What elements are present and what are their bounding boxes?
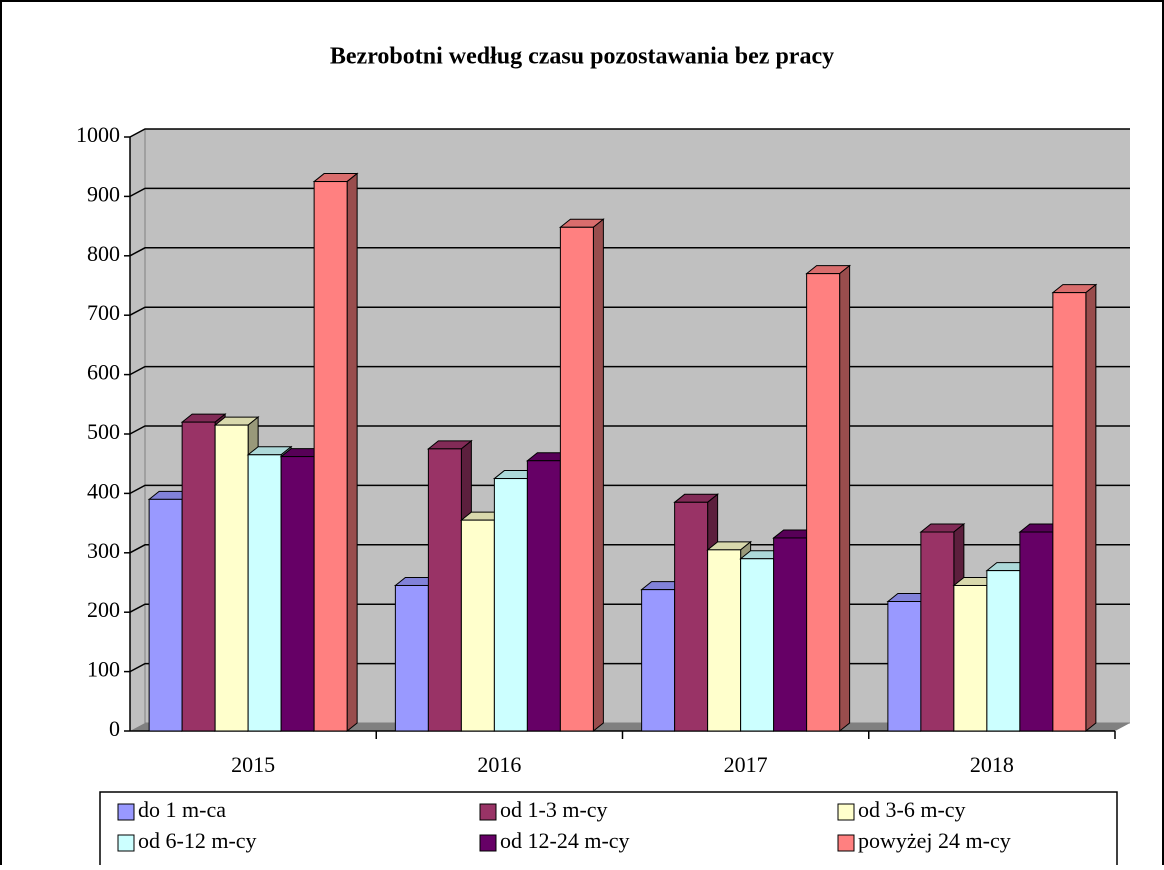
bar: [1052, 292, 1087, 732]
y-tick-label: 500: [87, 419, 120, 444]
bar: [641, 589, 676, 732]
bar-side: [592, 218, 604, 733]
y-tick-label: 0: [109, 716, 120, 741]
legend-label: od 12-24 m-cy: [500, 828, 630, 853]
bar: [920, 531, 955, 732]
legend-label: do 1 m-ca: [138, 797, 226, 822]
bar: [674, 501, 709, 732]
y-tick-label: 1000: [76, 122, 120, 147]
legend-label: od 6-12 m-cy: [138, 828, 257, 853]
bar: [493, 478, 528, 732]
bar: [427, 448, 462, 732]
bar: [740, 558, 775, 732]
legend-swatch: [837, 834, 855, 852]
bar-side: [839, 264, 851, 733]
y-tick-label: 600: [87, 360, 120, 385]
x-tick-label: 2016: [477, 752, 521, 777]
bar: [526, 460, 561, 732]
x-tick-label: 2018: [970, 752, 1014, 777]
bar: [313, 181, 348, 732]
bar: [394, 584, 429, 732]
legend-swatch: [117, 803, 135, 821]
y-tick-label: 300: [87, 538, 120, 563]
bar: [181, 421, 216, 732]
grid-line: [129, 187, 1130, 198]
legend-label: od 1-3 m-cy: [500, 797, 608, 822]
bar: [559, 226, 594, 732]
legend-label: powyżej 24 m-cy: [858, 828, 1011, 853]
bar: [707, 549, 742, 732]
grid-line: [129, 425, 1130, 435]
bar: [1019, 531, 1054, 732]
y-tick-label: 400: [87, 478, 120, 503]
bar-side: [346, 172, 358, 733]
grid-line: [129, 306, 1130, 316]
y-tick-label: 200: [87, 597, 120, 622]
y-tick-label: 800: [87, 241, 120, 266]
legend: [99, 791, 1118, 870]
x-tick-label: 2015: [231, 752, 275, 777]
grid-line: [129, 247, 1130, 257]
bar: [148, 498, 183, 732]
bar: [773, 537, 808, 732]
grid-line: [129, 484, 1130, 495]
legend-swatch: [837, 803, 855, 821]
bar: [986, 570, 1021, 732]
plot-wall: [130, 129, 1130, 731]
grid-line: [129, 128, 1130, 138]
legend-swatch: [479, 834, 497, 852]
y-tick-label: 700: [87, 300, 120, 325]
bar: [887, 601, 922, 732]
bar-side: [1085, 283, 1097, 733]
bar: [460, 519, 495, 732]
bar: [280, 456, 315, 732]
bar: [953, 584, 988, 732]
y-tick-label: 100: [87, 657, 120, 682]
bar: [214, 424, 249, 732]
grid-line: [129, 365, 1130, 376]
y-tick-label: 900: [87, 181, 120, 206]
legend-label: od 3-6 m-cy: [858, 797, 966, 822]
bar: [806, 273, 841, 732]
bar: [247, 454, 282, 732]
x-tick-label: 2017: [724, 752, 768, 777]
legend-swatch: [117, 834, 135, 852]
chart-title: Bezrobotni według czasu pozostawania bez…: [330, 44, 834, 70]
legend-swatch: [479, 803, 497, 821]
floor: [130, 723, 1130, 731]
